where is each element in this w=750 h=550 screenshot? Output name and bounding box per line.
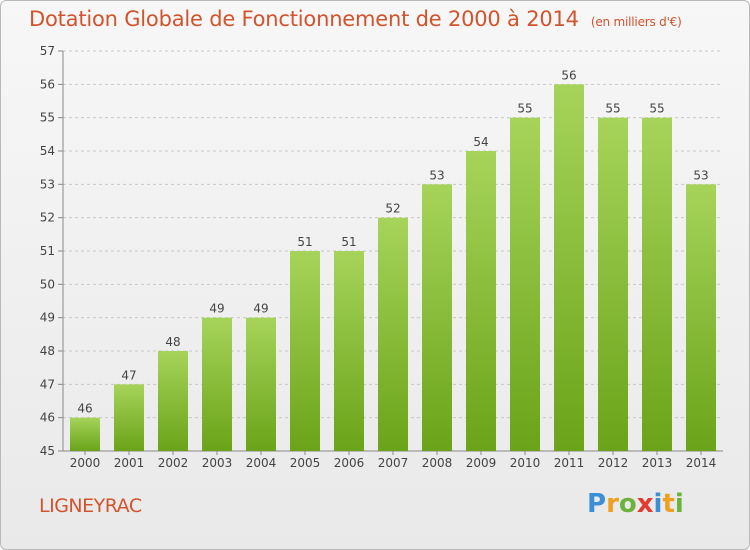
x-tick-label-2007: 2007 — [378, 456, 409, 470]
x-tick-label-2010: 2010 — [510, 456, 541, 470]
y-tick-label: 49 — [40, 311, 55, 325]
x-tick-label-2003: 2003 — [202, 456, 233, 470]
data-label-2010: 55 — [517, 102, 532, 116]
data-label-2003: 49 — [209, 302, 224, 316]
x-tick-label-2008: 2008 — [422, 456, 453, 470]
x-tick-label-2009: 2009 — [466, 456, 497, 470]
y-tick-label: 47 — [40, 377, 55, 391]
data-label-2012: 55 — [605, 102, 620, 116]
y-tick-label: 48 — [40, 344, 55, 358]
logo-letter: r — [606, 489, 619, 519]
bar-2009 — [466, 151, 496, 451]
y-tick-label: 56 — [40, 77, 55, 91]
x-tick-label-2013: 2013 — [642, 456, 673, 470]
x-tick-label-2012: 2012 — [598, 456, 629, 470]
data-label-2008: 53 — [429, 168, 444, 182]
data-label-2006: 51 — [341, 235, 356, 249]
bar-2005 — [290, 251, 320, 451]
x-tick-label-2000: 2000 — [70, 456, 101, 470]
bar-2010 — [510, 117, 540, 452]
data-label-2005: 51 — [297, 235, 312, 249]
y-tick-label: 51 — [40, 244, 55, 258]
data-labels: 46 47 48 49 49 51 51 52 53 54 55 56 55 55 53 — [77, 68, 708, 415]
data-label-2014: 53 — [693, 168, 708, 182]
data-label-2009: 54 — [473, 135, 488, 149]
data-label-2011: 56 — [561, 68, 576, 82]
x-tick-label-2006: 2006 — [334, 456, 365, 470]
logo-letter: o — [618, 489, 637, 519]
bar-2014 — [686, 184, 716, 452]
data-label-2007: 52 — [385, 202, 400, 216]
bar-2000 — [70, 417, 100, 451]
chart-title: Dotation Globale de Fonctionnement de 20… — [29, 7, 682, 31]
logo-letter: i — [653, 489, 663, 519]
logo-letter: t — [662, 489, 675, 519]
bar-2002 — [158, 351, 188, 451]
bar-2004 — [246, 317, 276, 451]
y-tick-label: 57 — [40, 44, 55, 58]
proxiti-logo[interactable]: Proxiti — [587, 489, 684, 519]
data-label-2000: 46 — [77, 402, 92, 416]
y-tick-label: 46 — [40, 411, 55, 425]
y-tick-label: 54 — [40, 144, 55, 158]
bar-2007 — [378, 217, 408, 451]
chart-subtitle: (en milliers d'€) — [590, 15, 682, 29]
logo-letter: P — [587, 489, 607, 519]
y-tick-label: 53 — [40, 177, 55, 191]
y-tick-label: 55 — [40, 111, 55, 125]
bars — [70, 84, 716, 452]
data-label-2002: 48 — [165, 335, 180, 349]
x-tick-label-2014: 2014 — [686, 456, 717, 470]
bar-2008 — [422, 184, 452, 452]
commune-name: LIGNEYRAC — [39, 495, 142, 517]
bar-2001 — [114, 384, 144, 451]
x-tick-label-2005: 2005 — [290, 456, 321, 470]
bar-2006 — [334, 251, 364, 451]
bar-2013 — [642, 117, 672, 452]
bar-2012 — [598, 117, 628, 452]
y-tick-label: 50 — [40, 277, 55, 291]
data-label-2004: 49 — [253, 302, 268, 316]
data-label-2013: 55 — [649, 102, 664, 116]
logo-letter: i — [674, 489, 684, 519]
chart-title-text: Dotation Globale de Fonctionnement de 20… — [29, 7, 579, 31]
x-tick-label-2011: 2011 — [554, 456, 585, 470]
x-tick-label-2002: 2002 — [158, 456, 189, 470]
logo-letter: x — [636, 489, 654, 519]
bar-2003 — [202, 317, 232, 451]
data-label-2001: 47 — [121, 368, 136, 382]
x-tick-label-2004: 2004 — [246, 456, 277, 470]
y-tick-label: 45 — [40, 444, 55, 458]
y-tick-label: 52 — [40, 211, 55, 225]
x-tick-label-2001: 2001 — [114, 456, 145, 470]
bar-2011 — [554, 84, 584, 451]
